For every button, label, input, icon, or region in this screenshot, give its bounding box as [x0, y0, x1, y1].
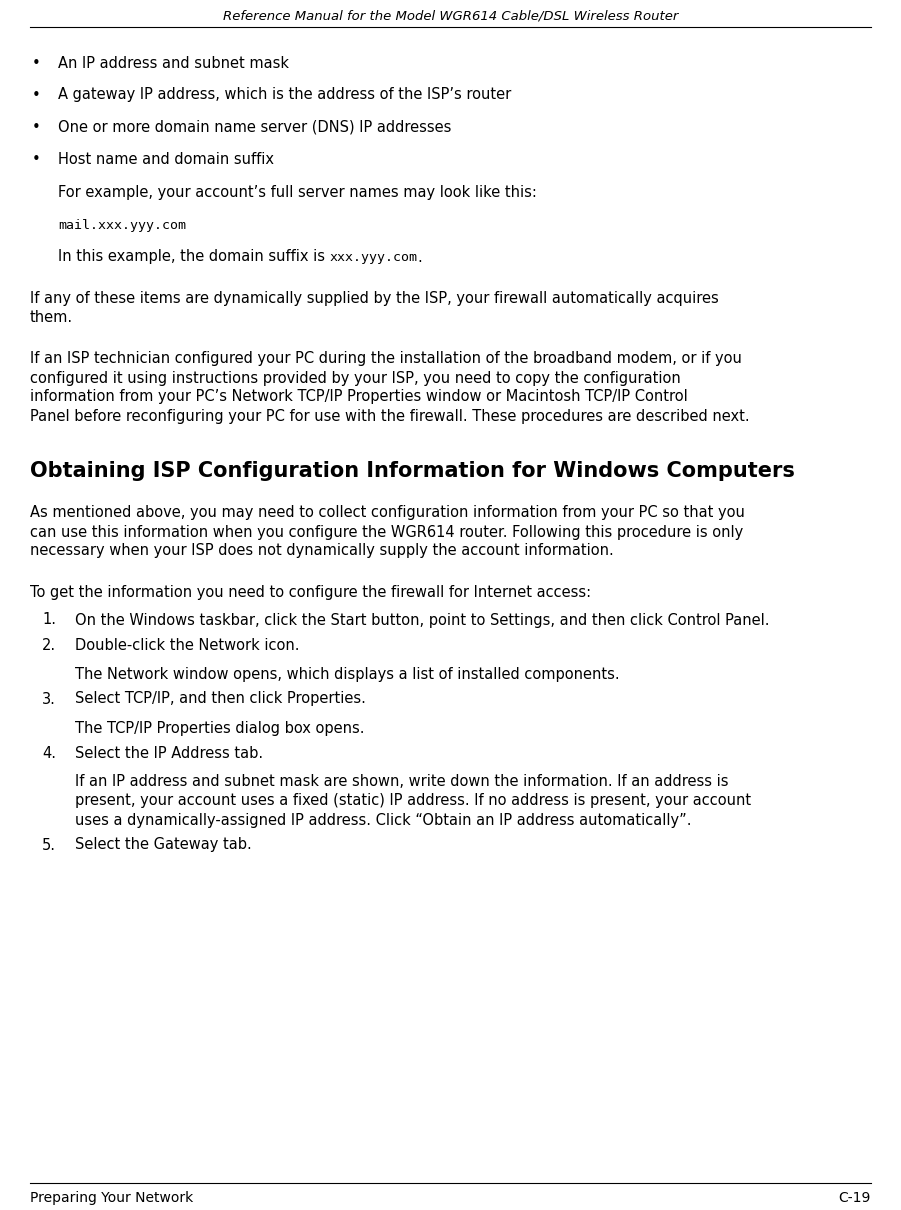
- Text: present, your account uses a fixed (static) IP address. If no address is present: present, your account uses a fixed (stat…: [75, 794, 751, 808]
- Text: •: •: [32, 56, 41, 70]
- Text: •: •: [32, 151, 41, 167]
- Text: One or more domain name server (DNS) IP addresses: One or more domain name server (DNS) IP …: [58, 120, 451, 134]
- Text: Select the Gateway tab.: Select the Gateway tab.: [75, 837, 251, 853]
- Text: A gateway IP address, which is the address of the ISP’s router: A gateway IP address, which is the addre…: [58, 87, 511, 103]
- Text: Obtaining ISP Configuration Information for Windows Computers: Obtaining ISP Configuration Information …: [30, 461, 795, 482]
- Text: 4.: 4.: [42, 745, 56, 761]
- Text: Reference Manual for the Model WGR614 Cable/DSL Wireless Router: Reference Manual for the Model WGR614 Ca…: [223, 10, 678, 23]
- Text: If an ISP technician configured your PC during the installation of the broadband: If an ISP technician configured your PC …: [30, 351, 742, 367]
- Text: Panel before reconfiguring your PC for use with the firewall. These procedures a: Panel before reconfiguring your PC for u…: [30, 409, 750, 423]
- Text: Select the IP Address tab.: Select the IP Address tab.: [75, 745, 263, 761]
- Text: An IP address and subnet mask: An IP address and subnet mask: [58, 56, 289, 70]
- Text: mail.xxx.yyy.com: mail.xxx.yyy.com: [58, 219, 186, 231]
- Text: On the Windows taskbar, click the Start button, point to Settings, and then clic: On the Windows taskbar, click the Start …: [75, 612, 769, 628]
- Text: 5.: 5.: [42, 837, 56, 853]
- Text: Double-click the Network icon.: Double-click the Network icon.: [75, 638, 299, 652]
- Text: For example, your account’s full server names may look like this:: For example, your account’s full server …: [58, 185, 537, 201]
- Text: If any of these items are dynamically supplied by the ISP, your firewall automat: If any of these items are dynamically su…: [30, 292, 719, 306]
- Text: 3.: 3.: [42, 691, 56, 707]
- Text: xxx.yyy.com: xxx.yyy.com: [330, 250, 418, 264]
- Text: If an IP address and subnet mask are shown, write down the information. If an ad: If an IP address and subnet mask are sho…: [75, 774, 729, 789]
- Text: 2.: 2.: [42, 638, 56, 652]
- Text: The TCP/IP Properties dialog box opens.: The TCP/IP Properties dialog box opens.: [75, 720, 365, 736]
- Text: Preparing Your Network: Preparing Your Network: [30, 1191, 193, 1205]
- Text: •: •: [32, 87, 41, 103]
- Text: .: .: [418, 249, 423, 265]
- Text: configured it using instructions provided by your ISP, you need to copy the conf: configured it using instructions provide…: [30, 370, 681, 386]
- Text: Select TCP/IP, and then click Properties.: Select TCP/IP, and then click Properties…: [75, 691, 366, 707]
- Text: necessary when your ISP does not dynamically supply the account information.: necessary when your ISP does not dynamic…: [30, 543, 614, 559]
- Text: them.: them.: [30, 311, 73, 325]
- Text: In this example, the domain suffix is: In this example, the domain suffix is: [58, 249, 330, 265]
- Text: C-19: C-19: [839, 1191, 871, 1205]
- Text: 1.: 1.: [42, 612, 56, 628]
- Text: can use this information when you configure the WGR614 router. Following this pr: can use this information when you config…: [30, 524, 743, 540]
- Text: To get the information you need to configure the firewall for Internet access:: To get the information you need to confi…: [30, 584, 591, 599]
- Text: uses a dynamically-assigned IP address. Click “Obtain an IP address automaticall: uses a dynamically-assigned IP address. …: [75, 812, 691, 828]
- Text: The Network window opens, which displays a list of installed components.: The Network window opens, which displays…: [75, 667, 620, 681]
- Text: •: •: [32, 120, 41, 134]
- Text: As mentioned above, you may need to collect configuration information from your : As mentioned above, you may need to coll…: [30, 506, 745, 520]
- Text: Host name and domain suffix: Host name and domain suffix: [58, 151, 274, 167]
- Text: information from your PC’s Network TCP/IP Properties window or Macintosh TCP/IP : information from your PC’s Network TCP/I…: [30, 390, 687, 404]
